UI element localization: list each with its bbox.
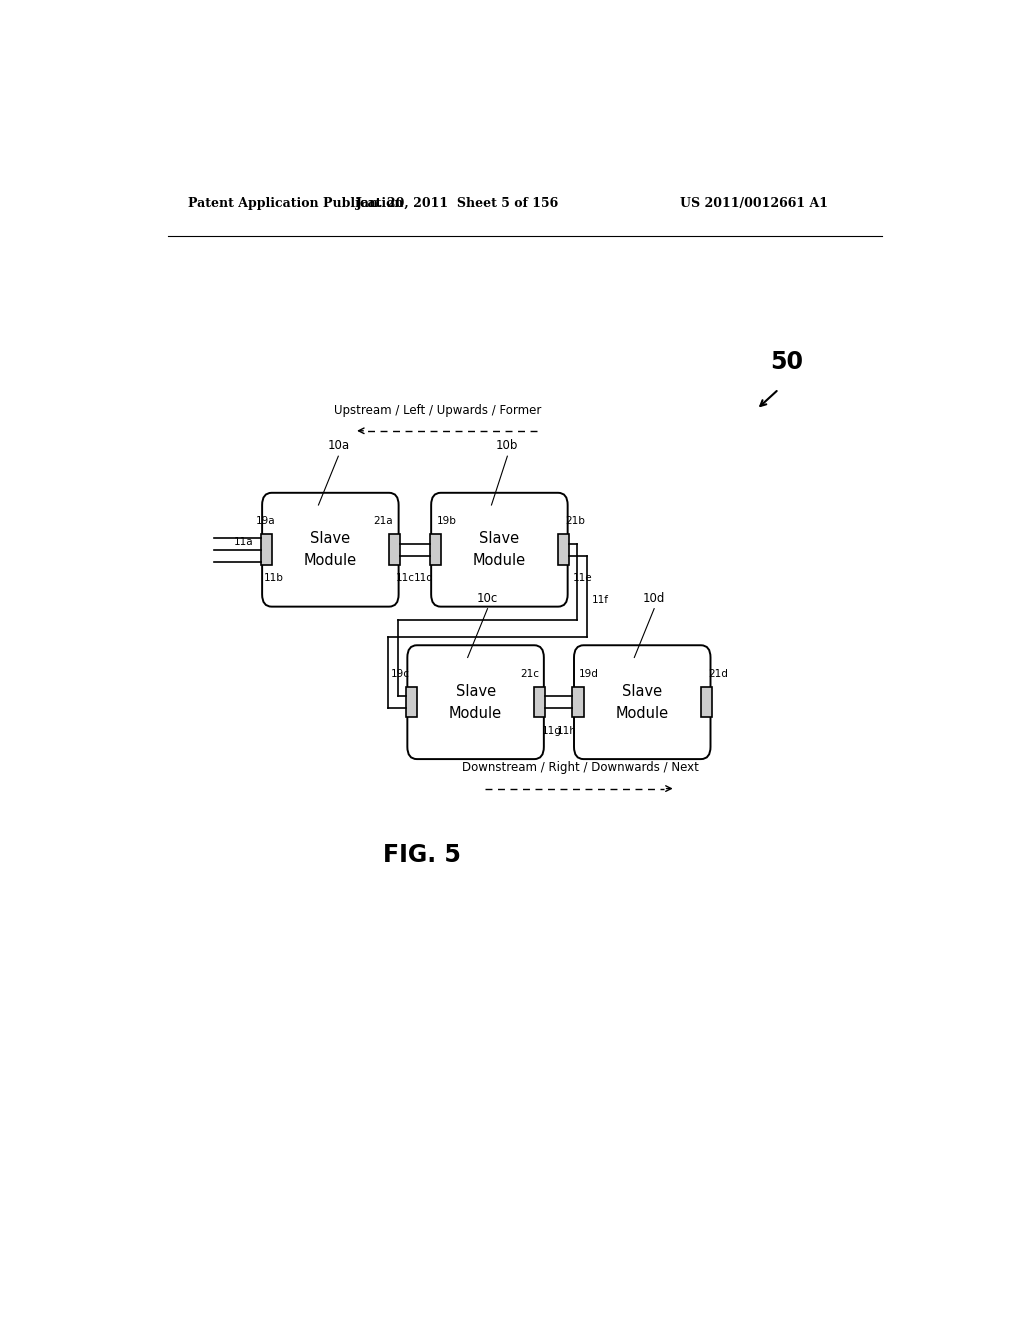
Text: Slave
Module: Slave Module bbox=[450, 684, 502, 721]
Bar bbox=[260, 535, 271, 565]
Text: 11d: 11d bbox=[414, 573, 433, 583]
Text: 10b: 10b bbox=[497, 440, 518, 453]
Text: 19a: 19a bbox=[256, 516, 275, 527]
Text: 11e: 11e bbox=[573, 573, 593, 583]
FancyBboxPatch shape bbox=[431, 492, 567, 607]
Text: 11h: 11h bbox=[557, 726, 578, 735]
Text: US 2011/0012661 A1: US 2011/0012661 A1 bbox=[680, 197, 827, 210]
FancyBboxPatch shape bbox=[408, 645, 544, 759]
Bar bbox=[406, 686, 417, 718]
Text: 11a: 11a bbox=[233, 537, 253, 546]
Bar bbox=[701, 686, 712, 718]
Text: 21b: 21b bbox=[565, 516, 585, 527]
Text: 11g: 11g bbox=[543, 726, 562, 735]
Text: 10d: 10d bbox=[643, 591, 666, 605]
Bar bbox=[535, 686, 546, 718]
Text: 10c: 10c bbox=[477, 591, 498, 605]
Text: 19d: 19d bbox=[579, 669, 599, 678]
Text: 10a: 10a bbox=[328, 440, 349, 453]
Text: 19c: 19c bbox=[391, 669, 410, 678]
Text: Patent Application Publication: Patent Application Publication bbox=[187, 197, 403, 210]
Text: 11f: 11f bbox=[592, 595, 608, 606]
Text: 50: 50 bbox=[770, 350, 803, 374]
Bar bbox=[430, 535, 440, 565]
FancyBboxPatch shape bbox=[574, 645, 711, 759]
Bar bbox=[572, 686, 584, 718]
Text: 11b: 11b bbox=[264, 573, 284, 583]
FancyBboxPatch shape bbox=[262, 492, 398, 607]
Bar bbox=[389, 535, 400, 565]
Text: 11c: 11c bbox=[396, 573, 416, 583]
Text: Jan. 20, 2011  Sheet 5 of 156: Jan. 20, 2011 Sheet 5 of 156 bbox=[355, 197, 559, 210]
Text: FIG. 5: FIG. 5 bbox=[383, 842, 461, 867]
Text: 21a: 21a bbox=[374, 516, 393, 527]
Text: 21c: 21c bbox=[520, 669, 539, 678]
Text: Upstream / Left / Upwards / Former: Upstream / Left / Upwards / Former bbox=[334, 404, 542, 417]
Text: Downstream / Right / Downwards / Next: Downstream / Right / Downwards / Next bbox=[462, 762, 698, 775]
Text: 21d: 21d bbox=[709, 669, 728, 678]
Text: Slave
Module: Slave Module bbox=[473, 531, 526, 569]
Text: Slave
Module: Slave Module bbox=[304, 531, 357, 569]
Bar bbox=[558, 535, 569, 565]
Text: Slave
Module: Slave Module bbox=[615, 684, 669, 721]
Text: 19b: 19b bbox=[436, 516, 457, 527]
